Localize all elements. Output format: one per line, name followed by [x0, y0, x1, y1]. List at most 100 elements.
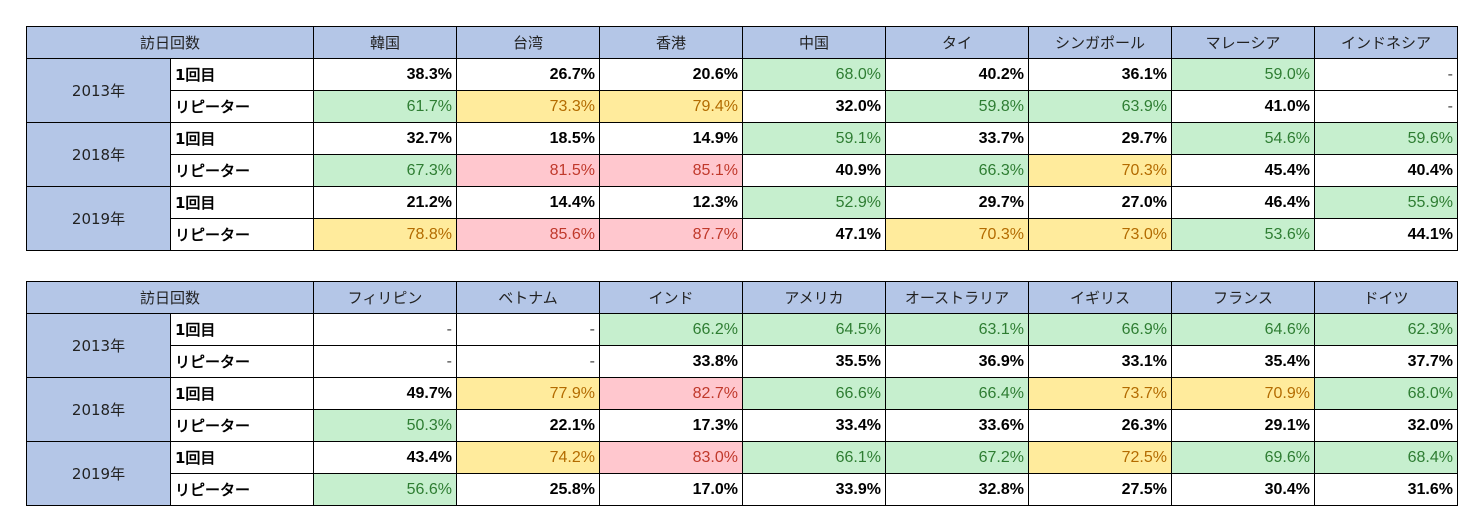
percent-cell: 46.4% — [1171, 186, 1315, 219]
visit-type-label: リピーター — [170, 154, 314, 187]
table-row: 2018年 1回目 32.7% 18.5% 14.9% 59.1% 33.7% 29.7% 54… — [26, 122, 1458, 187]
percent-cell: 68.0% — [742, 58, 886, 91]
percent-cell: 31.6% — [1314, 473, 1458, 506]
country-header: マレーシア — [1171, 26, 1315, 59]
percent-cell: 29.1% — [1171, 409, 1315, 442]
table-row: リピーター 61.7% 73.3% 79.4% 32.0% 59.8% 63.9% 41.0%… — [27, 90, 1458, 123]
repeat-rate-table-1: 訪日回数 韓国 台湾 香港 中国 タイ シンガポール マレーシア インドネシア 2013年 1回目 3… — [26, 26, 1458, 251]
percent-cell: 73.0% — [1028, 218, 1172, 251]
percent-cell: 40.4% — [1314, 154, 1458, 187]
percent-cell: 33.8% — [599, 345, 743, 378]
percent-cell: 64.5% — [742, 313, 886, 346]
header-label: 訪日回数 — [26, 281, 314, 314]
percent-cell: 33.1% — [1028, 345, 1172, 378]
visit-type-label: リピーター — [170, 409, 314, 442]
percent-cell: 59.6% — [1314, 122, 1458, 155]
table-row: リピーター 50.3% 22.1% 17.3% 33.4% 33.6% 26.3% 29.1%… — [27, 409, 1458, 442]
country-header: シンガポール — [1028, 26, 1172, 59]
country-header: オーストラリア — [885, 281, 1029, 314]
percent-cell: 27.5% — [1028, 473, 1172, 506]
percent-cell: 66.4% — [885, 377, 1029, 410]
percent-cell: - — [456, 345, 600, 378]
percent-cell: 70.9% — [1171, 377, 1315, 410]
header-row: 訪日回数 韓国 台湾 香港 中国 タイ シンガポール マレーシア インドネシア — [26, 26, 1458, 59]
percent-cell: 59.1% — [742, 122, 886, 155]
visit-type-label: 1回目 — [170, 441, 314, 474]
year-cell: 2018年 — [26, 122, 171, 187]
percent-cell: 73.7% — [1028, 377, 1172, 410]
percent-cell: 29.7% — [1028, 122, 1172, 155]
percent-cell: 33.6% — [885, 409, 1029, 442]
visit-type-label: 1回目 — [170, 122, 314, 155]
visit-type-label: リピーター — [170, 345, 314, 378]
table-row: リピーター 56.6% 25.8% 17.0% 33.9% 32.8% 27.5% 30.4%… — [27, 473, 1458, 506]
percent-cell: 70.3% — [885, 218, 1029, 251]
percent-cell: 32.0% — [742, 90, 886, 123]
percent-cell: 33.9% — [742, 473, 886, 506]
country-header: インド — [599, 281, 743, 314]
percent-cell: 35.4% — [1171, 345, 1315, 378]
country-header: アメリカ — [742, 281, 886, 314]
percent-cell: 83.0% — [599, 441, 743, 474]
percent-cell: 67.3% — [313, 154, 457, 187]
percent-cell: 14.4% — [456, 186, 600, 219]
percent-cell: - — [1314, 58, 1458, 91]
year-cell: 2013年 — [26, 313, 171, 378]
percent-cell: - — [313, 345, 457, 378]
percent-cell: 17.3% — [599, 409, 743, 442]
percent-cell: 63.1% — [885, 313, 1029, 346]
percent-cell: 38.3% — [313, 58, 457, 91]
percent-cell: 62.3% — [1314, 313, 1458, 346]
percent-cell: 66.3% — [885, 154, 1029, 187]
year-cell: 2013年 — [26, 58, 171, 123]
percent-cell: 26.7% — [456, 58, 600, 91]
percent-cell: 82.7% — [599, 377, 743, 410]
percent-cell: 26.3% — [1028, 409, 1172, 442]
year-cell: 2019年 — [26, 186, 171, 251]
percent-cell: 66.9% — [1028, 313, 1172, 346]
percent-cell: 45.4% — [1171, 154, 1315, 187]
visit-type-label: 1回目 — [170, 377, 314, 410]
percent-cell: 63.9% — [1028, 90, 1172, 123]
percent-cell: 79.4% — [599, 90, 743, 123]
percent-cell: 59.8% — [885, 90, 1029, 123]
percent-cell: 74.2% — [456, 441, 600, 474]
percent-cell: 53.6% — [1171, 218, 1315, 251]
percent-cell: 77.9% — [456, 377, 600, 410]
percent-cell: 68.0% — [1314, 377, 1458, 410]
percent-cell: 14.9% — [599, 122, 743, 155]
percent-cell: 35.5% — [742, 345, 886, 378]
percent-cell: 72.5% — [1028, 441, 1172, 474]
visit-type-label: リピーター — [170, 473, 314, 506]
country-header: インドネシア — [1314, 26, 1458, 59]
country-header: フィリピン — [313, 281, 457, 314]
percent-cell: 66.2% — [599, 313, 743, 346]
percent-cell: 32.8% — [885, 473, 1029, 506]
percent-cell: 68.4% — [1314, 441, 1458, 474]
percent-cell: 66.6% — [742, 377, 886, 410]
percent-cell: - — [313, 313, 457, 346]
percent-cell: 29.7% — [885, 186, 1029, 219]
visit-type-label: 1回目 — [170, 186, 314, 219]
percent-cell: 36.9% — [885, 345, 1029, 378]
percent-cell: 37.7% — [1314, 345, 1458, 378]
percent-cell: 27.0% — [1028, 186, 1172, 219]
percent-cell: 85.1% — [599, 154, 743, 187]
country-header: フランス — [1171, 281, 1315, 314]
table-row: 2018年 1回目 49.7% 77.9% 82.7% 66.6% 66.4% 73.7% 70… — [26, 377, 1458, 442]
year-cell: 2018年 — [26, 377, 171, 442]
percent-cell: 67.2% — [885, 441, 1029, 474]
percent-cell: 22.1% — [456, 409, 600, 442]
year-cell: 2019年 — [26, 441, 171, 506]
percent-cell: 30.4% — [1171, 473, 1315, 506]
header-row: 訪日回数 フィリピン ベトナム インド アメリカ オーストラリア イギリス フランス ドイツ — [26, 281, 1458, 314]
header-label: 訪日回数 — [26, 26, 314, 59]
percent-cell: 17.0% — [599, 473, 743, 506]
percent-cell: 66.1% — [742, 441, 886, 474]
percent-cell: - — [1314, 90, 1458, 123]
table-row: リピーター - -33.8% 35.5% 36.9% 33.1% 35.4% 37.7% — [27, 345, 1458, 378]
percent-cell: 64.6% — [1171, 313, 1315, 346]
percent-cell: 36.1% — [1028, 58, 1172, 91]
percent-cell: 55.9% — [1314, 186, 1458, 219]
percent-cell: 25.8% — [456, 473, 600, 506]
